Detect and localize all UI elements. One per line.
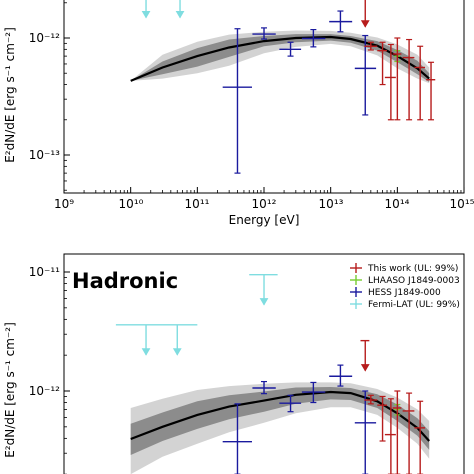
top-x-ticks	[63, 187, 465, 193]
bottom-panel: 10⁻¹¹ 10⁻¹² E²dN/dE [erg s⁻¹ cm⁻²] Hadro…	[3, 253, 465, 474]
fermi-lat-ul-99-ul-arrow	[259, 298, 269, 306]
x-tick-label: 10¹¹	[185, 197, 210, 211]
y-axis-label: E²dN/dE [erg s⁻¹ cm⁻²]	[3, 27, 17, 163]
legend-label: LHAASO J1849-0003	[368, 276, 460, 286]
legend-entry: This work (UL: 99%)	[350, 263, 458, 274]
panel-title: Hadronic	[72, 269, 178, 293]
fermi-lat-ul-99-ul-arrow	[141, 11, 151, 19]
x-tick-label: 10¹²	[252, 197, 277, 211]
bottom-y-ticks	[64, 271, 70, 474]
y-tick-label: 10⁻¹²	[29, 31, 60, 45]
y-tick-label: 10⁻¹²	[29, 384, 60, 398]
legend-label: HESS J1849-000	[368, 288, 441, 298]
legend-label: Fermi-LAT (UL: 99%)	[368, 300, 460, 310]
y-tick-label: 10⁻¹¹	[29, 265, 60, 279]
fermi-lat-ul-99-ul-arrow	[141, 348, 151, 356]
y-tick-label: 10⁻¹³	[29, 148, 60, 162]
legend: This work (UL: 99%) LHAASO J1849-0003 HE…	[350, 263, 460, 310]
legend-entry: HESS J1849-000	[350, 287, 441, 298]
data-points	[115, 273, 426, 474]
y-axis-label: E²dN/dE [erg s⁻¹ cm⁻²]	[3, 322, 17, 458]
fermi-lat-ul-99-ul-arrow	[175, 11, 185, 19]
data-points	[141, 0, 436, 174]
model-bands	[130, 382, 430, 474]
top-panel: 10⁹ 10¹⁰ 10¹¹ 10¹² 10¹³ 10¹⁴ 10¹⁵ 10⁻¹² …	[3, 0, 474, 227]
band-inner-band	[130, 34, 430, 83]
model-bands	[130, 30, 430, 84]
fermi-lat-ul-99-ul-arrow	[172, 348, 182, 356]
top-y-ticks	[64, 2, 70, 191]
legend-label: This work (UL: 99%)	[367, 264, 458, 274]
legend-entry: Fermi-LAT (UL: 99%)	[350, 299, 460, 310]
x-axis-label: Energy [eV]	[229, 213, 300, 227]
x-tick-label: 10¹³	[319, 197, 344, 211]
x-tick-label: 10¹⁰	[119, 197, 144, 211]
x-tick-label: 10¹⁵	[450, 197, 474, 211]
this-work-ul-99-ul-arrow	[360, 20, 370, 28]
legend-entry: LHAASO J1849-0003	[350, 275, 460, 286]
x-tick-label: 10⁹	[54, 197, 74, 211]
this-work-ul-99-ul-arrow	[360, 364, 370, 372]
bottom-plot-frame	[63, 253, 465, 474]
x-tick-label: 10¹⁴	[385, 197, 410, 211]
band-inner-band	[130, 387, 430, 455]
